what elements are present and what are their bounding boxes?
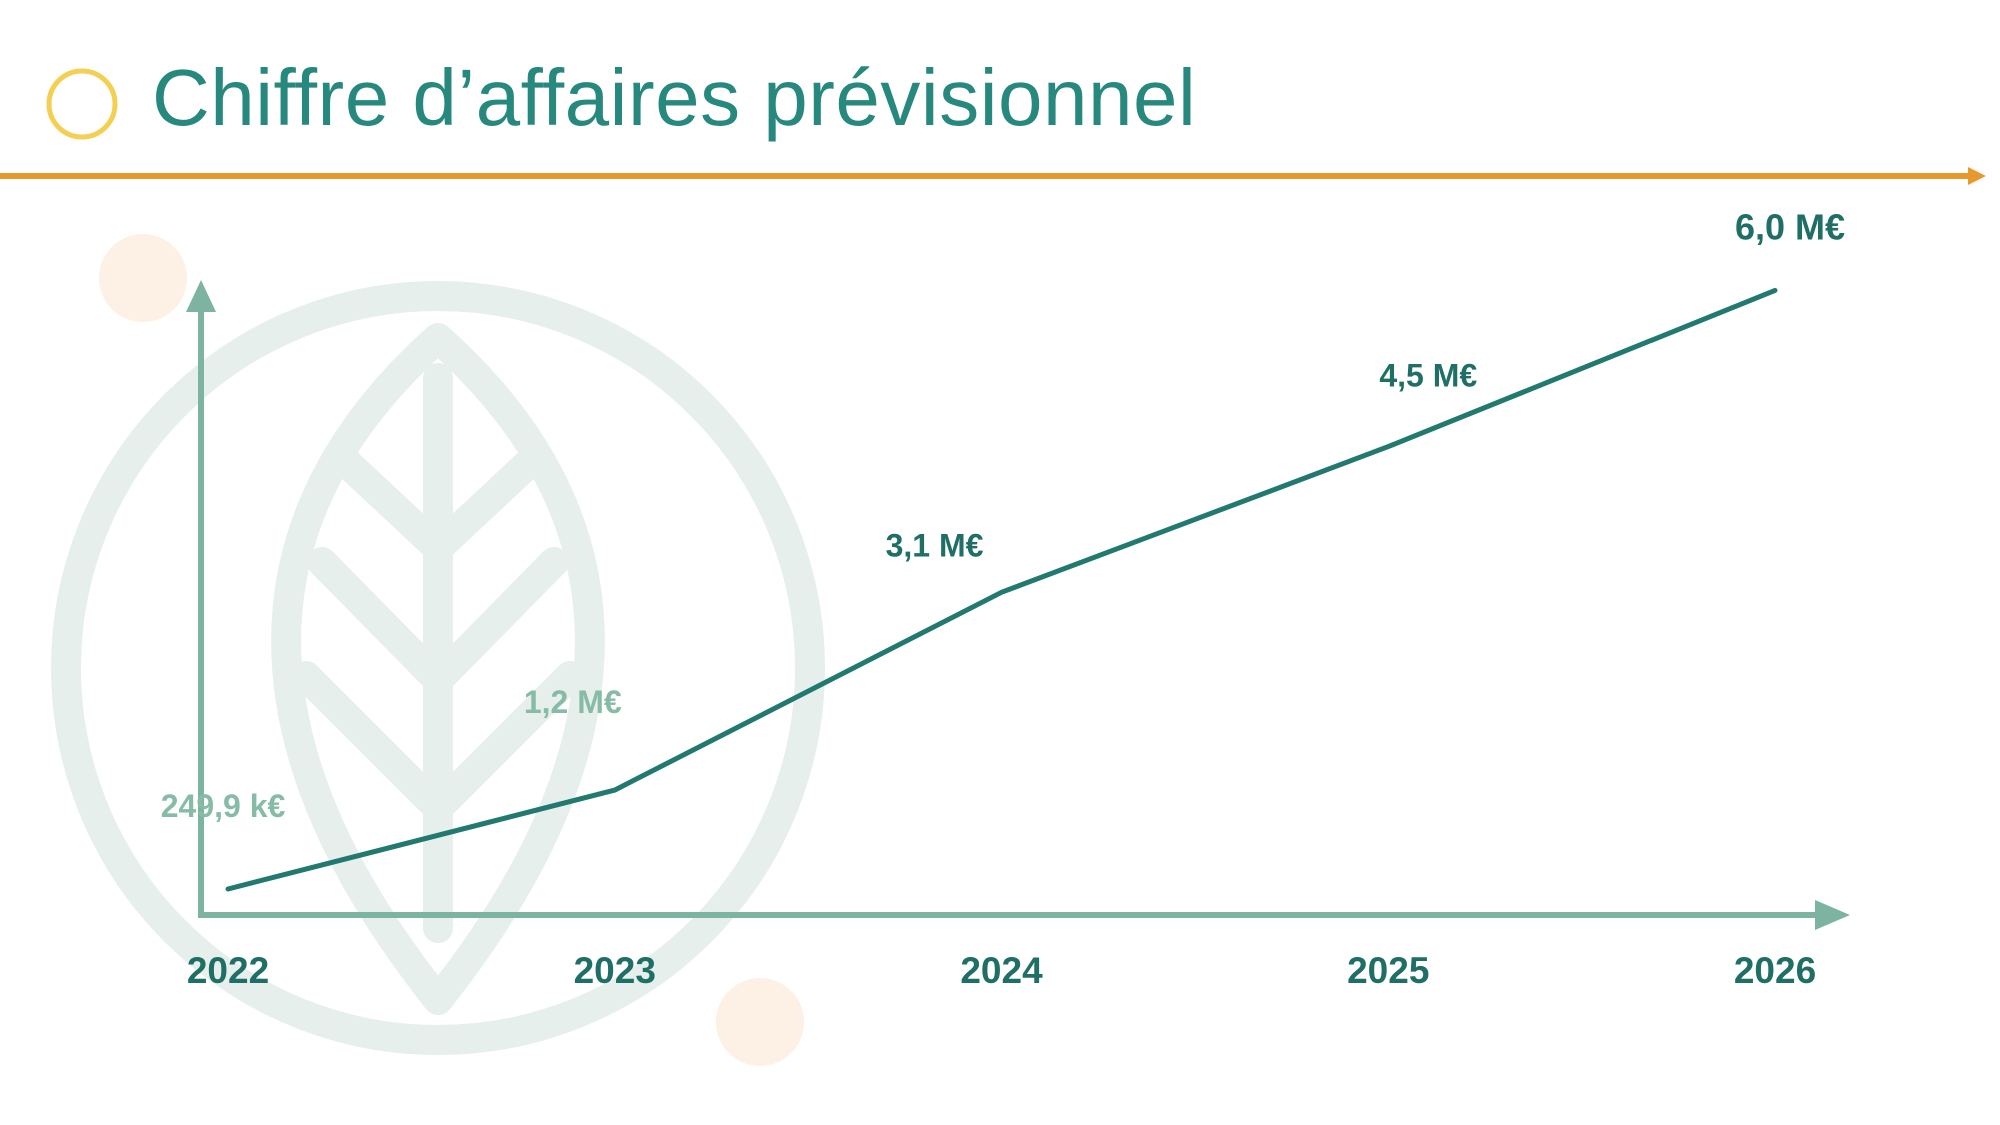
y-axis [186,280,216,915]
title-circle-icon [46,68,118,140]
data-label: 1,2 M€ [524,684,622,720]
series-line [225,287,1778,892]
accent-dot-top [99,234,187,322]
y-axis-arrowhead [186,280,216,312]
x-axis [198,900,1850,930]
x-tick-label: 2025 [1347,950,1429,991]
page-title: Chiffre d’affaires prévisionnel [152,53,1197,142]
accent-dot-bottom [716,978,804,1066]
x-tick-label: 2026 [1734,950,1816,991]
data-label: 6,0 M€ [1735,206,1845,247]
x-axis-arrowhead [1815,900,1850,930]
data-label: 4,5 M€ [1379,358,1477,394]
data-label: 3,1 M€ [886,527,984,563]
chart-marks: 2022 2023 2024 2025 2026 249,9 k€ 1,2 M€ 3,1 M€… [161,206,1845,991]
x-tick-label: 2024 [960,950,1043,991]
x-tick-label: 2022 [187,950,269,991]
data-label: 249,9 k€ [161,788,286,824]
header-rule-arrowhead [1968,167,1986,185]
leaf-watermark-icon [51,281,825,1055]
title-bar [0,68,1986,185]
x-tick-label: 2023 [574,950,656,991]
